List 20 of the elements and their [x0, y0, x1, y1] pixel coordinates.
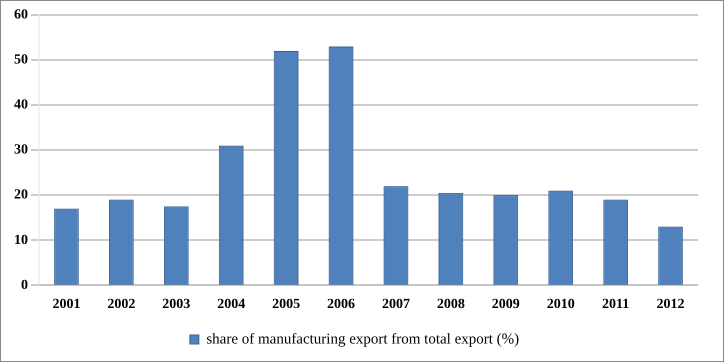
- x-tick-label: 2001: [52, 297, 80, 312]
- x-tick-label: 2002: [107, 297, 136, 312]
- y-tick-label: 60: [14, 8, 28, 23]
- x-tick-label: 2009: [492, 297, 520, 312]
- x-tick-label: 2010: [546, 297, 575, 312]
- x-tick-label: 2004: [217, 297, 246, 312]
- x-tick-label: 2008: [436, 297, 465, 312]
- y-tick-label: 20: [14, 188, 28, 203]
- x-tick-label: 2012: [656, 297, 685, 312]
- x-tick-label: 2011: [602, 297, 630, 312]
- y-tick-label: 30: [14, 142, 28, 158]
- x-tick-label: 2005: [272, 297, 300, 312]
- x-tick-label: 2003: [162, 297, 190, 312]
- y-tick-label: 10: [14, 232, 28, 248]
- x-tick-label: 2007: [382, 297, 410, 312]
- y-tick-label: 40: [14, 98, 28, 113]
- legend-label: share of manufacturing export from total export (%): [206, 331, 520, 348]
- y-tick-label: 0: [21, 278, 28, 293]
- y-tick-label: 50: [14, 52, 28, 68]
- x-tick-label: 2006: [327, 297, 356, 312]
